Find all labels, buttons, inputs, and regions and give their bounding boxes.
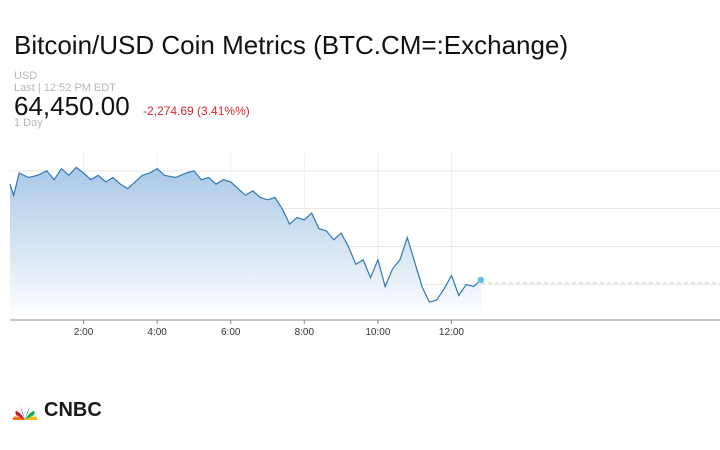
- last-price-dot: [477, 276, 485, 284]
- peacock-icon: [12, 406, 38, 420]
- price-change: -2,274.69 (3.41%%): [143, 104, 250, 118]
- x-axis-ticks: 2:00 4:00 6:00 8:00 10:00 12:00: [74, 320, 464, 338]
- price-line: [9, 166, 482, 303]
- price-value: 64,450.00: [14, 91, 130, 121]
- currency-label: USD: [14, 70, 38, 82]
- x-tick-label: 4:00: [147, 327, 167, 338]
- cnbc-logo: CNBC: [10, 399, 102, 422]
- logo-text: CNBC: [44, 399, 102, 421]
- x-tick-label: 12:00: [439, 327, 464, 338]
- x-tick-label: 10:00: [365, 327, 390, 338]
- price-chart: 2:00 4:00 6:00 8:00 10:00 12:00: [9, 153, 720, 338]
- last-update-time: Last | 12:52 PM EDT: [14, 82, 116, 94]
- time-period-label: 1 Day: [14, 117, 43, 129]
- x-tick-label: 6:00: [221, 327, 241, 338]
- page-title: Bitcoin/USD Coin Metrics (BTC.CM=:Exchan…: [14, 30, 569, 60]
- x-tick-label: 2:00: [74, 327, 94, 338]
- price-area-fill: [10, 167, 481, 320]
- x-tick-label: 8:00: [295, 327, 315, 338]
